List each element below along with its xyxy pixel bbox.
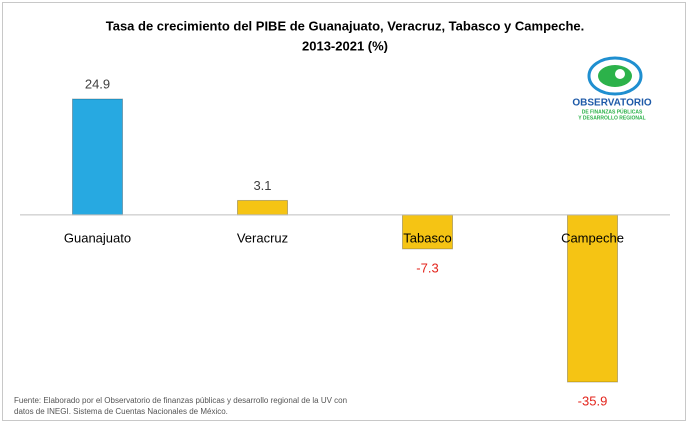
- bar: [72, 98, 123, 216]
- logo-pupil: [615, 69, 625, 79]
- logo-subtitle: DE FINANZAS PÚBLICAS: [582, 108, 643, 115]
- x-tick-label: Campeche: [561, 230, 624, 245]
- value-label: -35.9: [578, 393, 608, 408]
- logo-subtitle: Y DESARROLLO REGIONAL: [578, 115, 645, 121]
- bar: [237, 199, 288, 216]
- x-tick-label: Guanajuato: [64, 230, 131, 245]
- bar: [567, 214, 618, 383]
- chart-title: Tasa de crecimiento del PIBE de Guanajua…: [106, 18, 585, 33]
- value-label: 3.1: [253, 178, 271, 193]
- x-tick-label: Tabasco: [403, 230, 451, 245]
- logo-eye: [598, 65, 632, 87]
- logo: OBSERVATORIO DE FINANZAS PÚBLICAS Y DESA…: [572, 56, 652, 121]
- value-label: -7.3: [416, 260, 438, 275]
- x-tick-label: Veracruz: [237, 230, 288, 245]
- source-note: datos de INEGI. Sistema de Cuentas Nacio…: [14, 407, 228, 416]
- source-note: Fuente: Elaborado por el Observatorio de…: [14, 396, 347, 405]
- value-label: 24.9: [85, 76, 110, 91]
- logo-ring: [587, 56, 643, 96]
- logo-name: OBSERVATORIO: [572, 98, 651, 109]
- chart-subtitle: 2013-2021 (%): [302, 38, 388, 53]
